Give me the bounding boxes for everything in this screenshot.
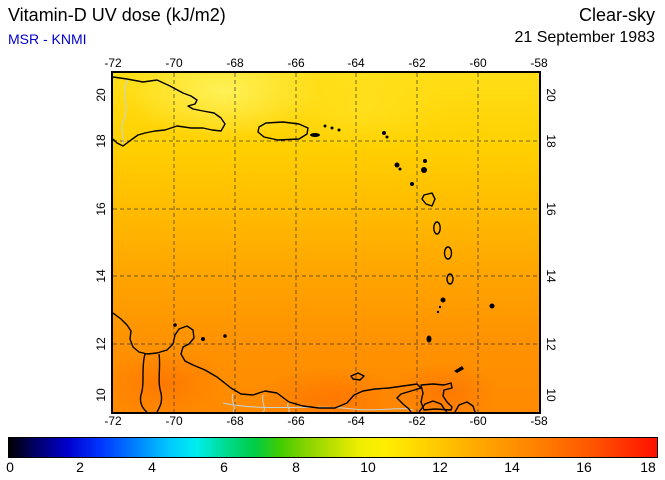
colorbar-tick-label: 4 [148,459,156,475]
lon-tick-label: -70 [165,414,183,428]
lon-tick-label: -58 [530,56,548,70]
colorbar-tick-label: 18 [640,459,656,475]
colorbar-tick-label: 2 [76,459,84,475]
lon-tick-label: -60 [469,56,487,70]
lon-tick-label: -68 [226,56,244,70]
colorbar-tick-label: 6 [220,459,228,475]
dominica-coast [433,221,441,235]
lat-tick-label: 18 [94,134,108,148]
lat-tick-label: 10 [94,388,108,402]
margarita-coast [350,372,365,381]
lake-maracaibo-strait [139,353,148,412]
source-label: MSR - KNMI [8,31,87,47]
lon-tick-label: -72 [104,414,122,428]
coastlines [113,76,476,412]
page-title: Vitamin-D UV dose (kJ/m2) [8,5,226,25]
st-lucia-coast [446,273,454,285]
lon-tick-label: -64 [347,414,365,428]
martinique-coast [443,246,453,260]
trinidad-coast [420,382,453,411]
lat-tick-label: 18 [544,134,558,148]
lon-tick-label: -72 [104,56,122,70]
colorbar-tick-label: 16 [576,459,592,475]
lat-tick-label: 12 [544,337,558,351]
puerto-rico-coast [257,121,309,141]
orinoco-delta [418,400,448,412]
lat-tick-label: 20 [94,88,108,102]
date-label: 21 September 1983 [514,29,655,46]
colorbar [8,437,658,458]
small-islands [173,124,495,373]
lat-tick-label: 16 [94,202,108,216]
condition-label: Clear-sky [578,5,655,25]
lake-maracaibo-strait [156,353,163,412]
orinoco-delta [454,401,476,412]
colorbar-tick-label: 8 [292,459,300,475]
lon-tick-label: -68 [226,414,244,428]
venezuela-coast [113,312,422,412]
borders-rivers [121,79,414,412]
colorbar-tick-label: 0 [6,459,14,475]
colorbar-tick-label: 14 [504,459,520,475]
lat-tick-label: 14 [94,269,108,283]
lon-tick-label: -62 [408,414,426,428]
lon-tick-label: -70 [165,56,183,70]
lon-tick-label: -58 [530,414,548,428]
map-frame [111,71,541,414]
uv-dose-heatmap [113,73,539,412]
lat-tick-label: 10 [544,388,558,402]
coastlines-overlay [113,73,539,412]
lon-tick-label: -64 [347,56,365,70]
hispaniola-coast [113,76,226,147]
lon-tick-label: -66 [287,56,305,70]
lon-tick-label: -60 [469,414,487,428]
graticule-gridlines [113,73,539,412]
guadeloupe-coast [421,192,436,207]
lat-tick-label: 16 [544,202,558,216]
lon-tick-label: -66 [287,414,305,428]
lat-tick-label: 20 [544,88,558,102]
lon-tick-label: -62 [408,56,426,70]
colorbar-tick-label: 10 [360,459,376,475]
colorbar-tick-label: 12 [432,459,448,475]
lat-tick-label: 14 [544,269,558,283]
lat-tick-label: 12 [94,337,108,351]
